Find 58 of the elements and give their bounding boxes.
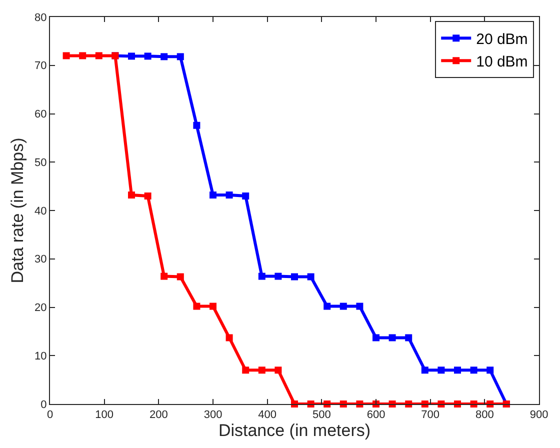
point: [438, 366, 445, 374]
point: [128, 52, 135, 60]
point: [226, 192, 233, 199]
x-axis-title: Distance (in meters): [218, 421, 371, 440]
y-tick-label: 30: [34, 254, 47, 266]
point: [160, 53, 168, 60]
point: [62, 52, 70, 60]
y-tick-label: 60: [34, 108, 47, 121]
x-tick-label: 300: [204, 409, 222, 422]
y-tick-label: 40: [34, 205, 47, 218]
x-tick-label: 600: [366, 409, 386, 422]
y-tick-label: 20: [34, 302, 47, 314]
point: [405, 334, 412, 342]
y-tick-label: 70: [34, 60, 47, 72]
point: [193, 122, 200, 129]
point: [486, 366, 494, 374]
point: [176, 273, 184, 280]
point: [388, 334, 396, 342]
x-tick-label: 200: [149, 409, 168, 422]
x-tick-label: 400: [258, 409, 277, 422]
legend-label: 20 dBm: [476, 30, 528, 48]
point: [324, 302, 331, 310]
y-tick-label: 80: [34, 12, 47, 24]
point: [144, 52, 152, 60]
point: [144, 192, 152, 200]
x-tick-label: 900: [530, 409, 548, 422]
point: [79, 52, 86, 60]
point: [340, 302, 347, 310]
point: [454, 366, 461, 374]
point: [176, 53, 184, 60]
point: [242, 192, 250, 200]
x-tick-label: 800: [475, 409, 494, 422]
point: [274, 272, 282, 280]
x-tick-label: 500: [312, 409, 331, 422]
y-tick-label: 50: [34, 156, 47, 169]
x-tick-label: 100: [95, 409, 114, 422]
y-tick-label: 0: [40, 398, 47, 411]
point: [193, 302, 200, 310]
point: [226, 334, 233, 342]
point: [210, 302, 216, 310]
point: [242, 366, 250, 374]
point: [128, 192, 135, 199]
point: [372, 334, 380, 342]
point: [95, 52, 102, 60]
point: [291, 273, 298, 280]
point: [160, 272, 168, 280]
point: [210, 192, 216, 199]
point: [258, 272, 266, 280]
point: [356, 302, 364, 310]
point: [258, 366, 266, 374]
point: [421, 366, 428, 374]
legend-label: 10 dBm: [476, 53, 528, 70]
point: [470, 366, 478, 374]
x-tick-label: 700: [421, 409, 440, 422]
y-axis-title: Data rate (in Mbps): [8, 138, 28, 284]
point: [307, 273, 314, 280]
y-tick-label: 10: [34, 350, 47, 362]
point: [274, 366, 282, 374]
